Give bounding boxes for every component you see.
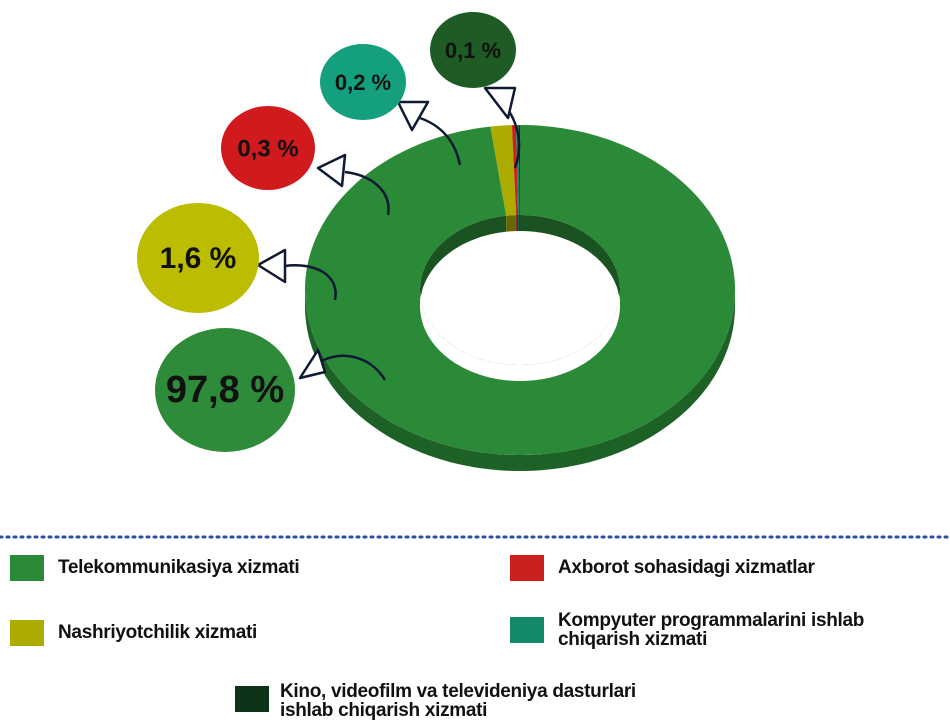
- value-label: 0,3 %: [237, 135, 298, 162]
- legend-swatch: [10, 620, 44, 646]
- labels: 97,8 % 1,6 % 0,3 % 0,2 % 0,1 %: [137, 12, 516, 452]
- arrow: [284, 264, 337, 301]
- label-bubble: [221, 106, 315, 190]
- slice: [305, 125, 735, 455]
- value-label: 1,6 %: [160, 242, 237, 275]
- legend-swatch: [10, 555, 44, 581]
- label-bubble: [137, 203, 259, 313]
- value-label: 97,8 %: [166, 369, 284, 411]
- slice-inner: [519, 215, 520, 231]
- slice-inner: [520, 215, 620, 306]
- arrow-head: [298, 348, 327, 380]
- label-bubble: [430, 12, 516, 88]
- slice: [490, 125, 517, 216]
- donut: [305, 125, 735, 471]
- arrow: [319, 354, 387, 381]
- arrow-head: [256, 248, 287, 284]
- legend-label: Axborot sohasidagi xizmatlar: [558, 557, 815, 578]
- arrows: [256, 86, 521, 381]
- slice-inner: [516, 215, 519, 232]
- legend-swatch: [510, 555, 544, 581]
- slice-inner: [518, 215, 520, 231]
- label-bubble: [320, 44, 406, 120]
- arrow: [419, 116, 462, 166]
- legend-label: Telekommunikasiya xizmati: [58, 557, 300, 578]
- slice-inner: [420, 215, 507, 306]
- value-label: 0,2 %: [335, 70, 391, 95]
- arrow-head: [396, 100, 430, 132]
- arrow: [344, 170, 390, 216]
- legend-label: Kompyuter programmalarini ishlab chiqari…: [558, 610, 865, 650]
- slice: [511, 125, 519, 216]
- slice-inner: [506, 215, 517, 232]
- label-bubble: [155, 328, 295, 452]
- legend-swatch: [510, 617, 544, 643]
- arrow-head: [316, 153, 347, 188]
- arrow-head: [483, 86, 517, 120]
- legend-swatch: [235, 686, 269, 712]
- hole: [420, 290, 620, 381]
- value-label: 0,1 %: [445, 38, 501, 63]
- legend-label: Kino, videofilm va televideniya dasturla…: [280, 681, 636, 721]
- legend-label: Nashriyotchilik xizmati: [58, 622, 258, 643]
